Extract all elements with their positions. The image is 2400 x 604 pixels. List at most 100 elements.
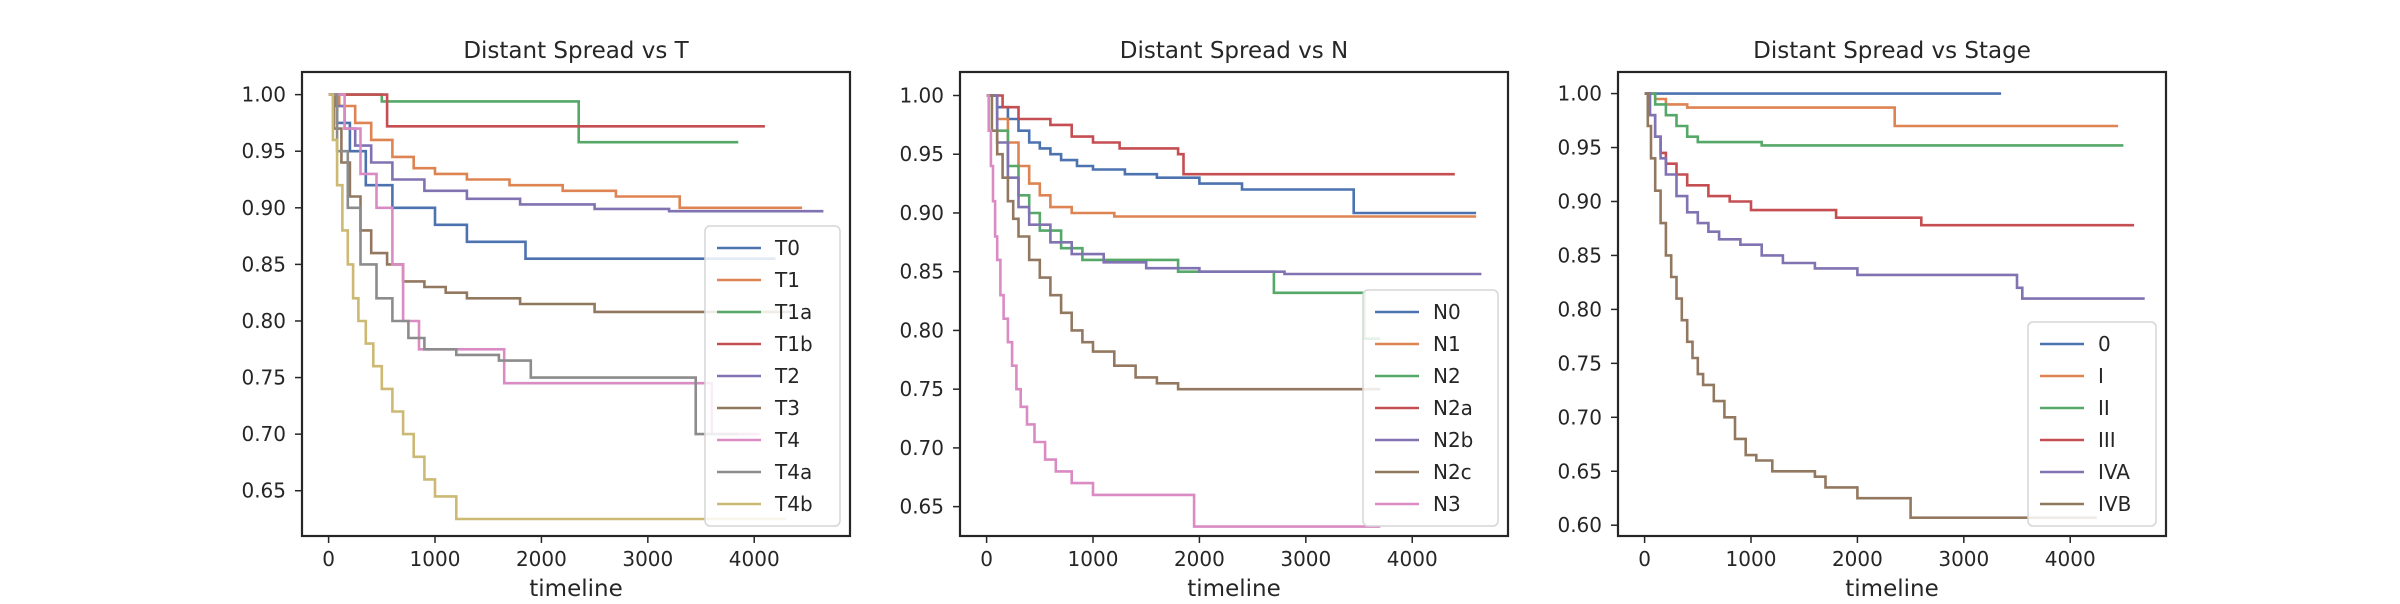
x-tick-label: 0 <box>322 547 335 571</box>
x-tick-label: 2000 <box>1832 547 1883 571</box>
y-tick-label: 0.95 <box>241 139 286 163</box>
y-tick-label: 0.70 <box>899 436 944 460</box>
legend-box <box>704 225 841 527</box>
legend-label: N0 <box>1433 300 1461 324</box>
x-tick-label: 2000 <box>516 547 567 571</box>
plot-frame <box>1616 70 2168 538</box>
x-tick-label: 4000 <box>2045 547 2096 571</box>
x-tick-label: 4000 <box>1387 547 1438 571</box>
y-tick-label: 0.70 <box>1557 405 1602 429</box>
x-tick-label: 2000 <box>1174 547 1225 571</box>
legend-label: N3 <box>1433 492 1461 516</box>
legend-label: IVB <box>2098 492 2131 516</box>
legend-label: T1 <box>774 268 800 292</box>
legend-label: T4b <box>774 492 813 516</box>
series-line-III <box>1644 92 2135 227</box>
y-tick-label: 0.60 <box>1557 513 1602 537</box>
y-tick-label: 0.80 <box>899 318 944 342</box>
plot-frame <box>958 70 1510 538</box>
legend-label: T4 <box>774 428 800 452</box>
series-line-T4 <box>328 93 760 436</box>
legend-box <box>1362 289 1499 527</box>
y-tick-label: 1.00 <box>1557 82 1602 106</box>
y-tick-label: 0.95 <box>899 142 944 166</box>
series-line-T1a <box>328 93 739 144</box>
x-axis-label: timeline <box>529 576 622 600</box>
legend-label: T0 <box>774 236 800 260</box>
legend-label: T1b <box>774 332 813 356</box>
y-tick-label: 0.75 <box>241 366 286 390</box>
series-line-N2b <box>986 94 1482 276</box>
y-tick-label: 0.85 <box>1557 243 1602 267</box>
y-tick-label: 0.80 <box>1557 297 1602 321</box>
chart-title: Distant Spread vs Stage <box>1753 38 2031 64</box>
x-tick-label: 0 <box>1638 547 1651 571</box>
legend-label: T1a <box>774 300 812 324</box>
series-line-N1 <box>986 94 1477 218</box>
y-tick-label: 0.65 <box>1557 459 1602 483</box>
series-line-N0 <box>986 94 1477 215</box>
series-group <box>328 93 824 521</box>
y-tick-label: 1.00 <box>899 83 944 107</box>
y-tick-label: 0.75 <box>899 377 944 401</box>
x-tick-label: 4000 <box>729 547 780 571</box>
legend-label: N2a <box>1433 396 1473 420</box>
y-tick-label: 0.75 <box>1557 351 1602 375</box>
y-tick-label: 1.00 <box>241 83 286 107</box>
y-tick-label: 0.85 <box>241 252 286 276</box>
y-tick-label: 0.90 <box>899 201 944 225</box>
series-line-T1b <box>328 93 765 128</box>
y-tick-label: 0.90 <box>1557 189 1602 213</box>
legend: N0 N1 N2 N2a N2b N2c N3 <box>1362 289 1499 527</box>
y-tick-label: 0.80 <box>241 309 286 333</box>
legend-label: N2 <box>1433 364 1461 388</box>
series-line-T4a <box>328 93 739 436</box>
chart-panel-3: Distant Spread vs Stage 0 1000 2000 3000 4000… <box>1557 38 2168 602</box>
legend-label: N2b <box>1433 428 1473 452</box>
legend-label: IVA <box>2098 460 2130 484</box>
chart-title: Distant Spread vs T <box>463 38 689 64</box>
series-group <box>1644 92 2145 519</box>
x-axis-label: timeline <box>1845 576 1938 600</box>
x-tick-label: 3000 <box>1938 547 1989 571</box>
legend-label: 0 <box>2098 332 2111 356</box>
x-tick-label: 3000 <box>1280 547 1331 571</box>
legend-label: III <box>2098 428 2116 452</box>
plot-frame <box>300 70 852 538</box>
series-group <box>986 94 1482 528</box>
series-line-II <box>1644 92 2124 147</box>
x-tick-label: 1000 <box>1068 547 1119 571</box>
x-tick-label: 0 <box>980 547 993 571</box>
chart-panel-1: Distant Spread vs T 0 1000 2000 3000 4000 0.65… <box>241 38 852 602</box>
series-line-T4b <box>328 93 787 521</box>
y-tick-label: 0.65 <box>241 479 286 503</box>
legend-box <box>2027 321 2157 527</box>
y-tick-label: 0.95 <box>1557 136 1602 160</box>
x-tick-label: 3000 <box>622 547 673 571</box>
legend: T0 T1 T1a T1b T2 T3 T4 T4a T4b <box>704 225 841 527</box>
y-tick-label: 0.65 <box>899 495 944 519</box>
x-tick-label: 1000 <box>1726 547 1777 571</box>
series-line-T2 <box>328 93 824 213</box>
y-tick-label: 0.70 <box>241 422 286 446</box>
y-tick-label: 0.85 <box>899 260 944 284</box>
series-line-IVB <box>1644 92 2097 519</box>
legend-label: I <box>2098 364 2104 388</box>
series-line-IVA <box>1644 92 2145 300</box>
series-line-T1 <box>328 93 803 210</box>
x-tick-label: 1000 <box>410 547 461 571</box>
x-axis-label: timeline <box>1187 576 1280 600</box>
series-line-N2a <box>986 94 1455 176</box>
legend-label: T4a <box>774 460 812 484</box>
legend-label: II <box>2098 396 2110 420</box>
y-tick-label: 0.90 <box>241 196 286 220</box>
series-line-I <box>1644 92 2119 128</box>
series-line-N3 <box>986 94 1381 528</box>
chart-panel-2: Distant Spread vs N 0 1000 2000 3000 4000 0.65… <box>899 38 1510 602</box>
legend-label: T2 <box>774 364 800 388</box>
legend-label: N1 <box>1433 332 1461 356</box>
chart-title: Distant Spread vs N <box>1120 38 1349 64</box>
